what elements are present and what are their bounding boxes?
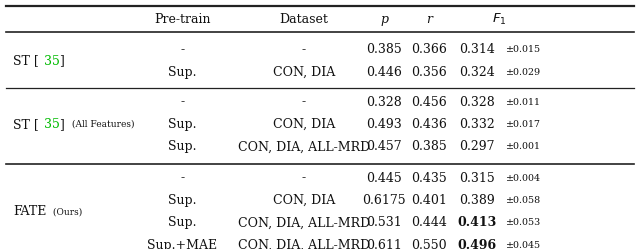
Text: (Ours): (Ours): [50, 207, 82, 216]
Text: CON, DIA: CON, DIA: [273, 194, 335, 207]
Text: 0.297: 0.297: [459, 140, 495, 153]
Text: 0.315: 0.315: [459, 172, 495, 185]
Text: CON, DIA, ALL-MRD: CON, DIA, ALL-MRD: [238, 216, 370, 229]
Text: 0.328: 0.328: [366, 96, 402, 109]
Text: 0.531: 0.531: [366, 216, 402, 229]
Text: 0.328: 0.328: [459, 96, 495, 109]
Text: 0.389: 0.389: [459, 194, 495, 207]
Text: ±0.004: ±0.004: [506, 174, 541, 183]
Text: ST [: ST [: [13, 55, 38, 67]
Text: ±0.001: ±0.001: [506, 142, 541, 151]
Text: 0.6175: 0.6175: [362, 194, 406, 207]
Text: 0.413: 0.413: [457, 216, 497, 229]
Text: CON, DIA: CON, DIA: [273, 118, 335, 131]
Text: ±0.029: ±0.029: [506, 68, 541, 77]
Text: -: -: [302, 96, 306, 109]
Text: 0.385: 0.385: [411, 140, 447, 153]
Text: 0.445: 0.445: [366, 172, 402, 185]
Text: CON, DIA, ALL-MRD: CON, DIA, ALL-MRD: [238, 239, 370, 249]
Text: 0.444: 0.444: [411, 216, 447, 229]
Text: ]: ]: [60, 55, 65, 67]
Text: -: -: [302, 43, 306, 56]
Text: 0.611: 0.611: [366, 239, 402, 249]
Text: 35: 35: [44, 118, 60, 131]
Text: 0.456: 0.456: [411, 96, 447, 109]
Text: Sup.: Sup.: [168, 140, 196, 153]
Text: 0.493: 0.493: [366, 118, 402, 131]
Text: Sup.: Sup.: [168, 194, 196, 207]
Text: CON, DIA: CON, DIA: [273, 66, 335, 79]
Text: 0.401: 0.401: [411, 194, 447, 207]
Text: -: -: [180, 43, 184, 56]
Text: 0.332: 0.332: [459, 118, 495, 131]
Text: ]: ]: [60, 118, 65, 131]
Text: 0.435: 0.435: [411, 172, 447, 185]
Text: 0.314: 0.314: [459, 43, 495, 56]
Text: Sup.: Sup.: [168, 216, 196, 229]
Text: 0.496: 0.496: [457, 239, 497, 249]
Text: 0.385: 0.385: [366, 43, 402, 56]
Text: Sup.: Sup.: [168, 66, 196, 79]
Text: p: p: [380, 13, 388, 26]
Text: CON, DIA, ALL-MRD: CON, DIA, ALL-MRD: [238, 140, 370, 153]
Text: 35: 35: [44, 55, 60, 67]
Text: -: -: [302, 172, 306, 185]
Text: (All Features): (All Features): [69, 120, 134, 129]
Text: ±0.058: ±0.058: [506, 196, 541, 205]
Text: ±0.045: ±0.045: [506, 241, 541, 249]
Text: ±0.017: ±0.017: [506, 120, 541, 129]
Text: ±0.053: ±0.053: [506, 218, 541, 227]
Text: 0.366: 0.366: [411, 43, 447, 56]
Text: ±0.015: ±0.015: [506, 45, 541, 54]
Text: ±0.011: ±0.011: [506, 98, 541, 107]
Text: 0.457: 0.457: [366, 140, 402, 153]
Text: $F_1$: $F_1$: [492, 12, 506, 27]
Text: 0.356: 0.356: [411, 66, 447, 79]
Text: Sup.+MAE: Sup.+MAE: [147, 239, 218, 249]
Text: Dataset: Dataset: [280, 13, 328, 26]
Text: ST [: ST [: [13, 118, 38, 131]
Text: r: r: [426, 13, 432, 26]
Text: 0.436: 0.436: [411, 118, 447, 131]
Text: FATE: FATE: [13, 205, 46, 218]
Text: 0.550: 0.550: [411, 239, 447, 249]
Text: -: -: [180, 172, 184, 185]
Text: Pre-train: Pre-train: [154, 13, 211, 26]
Text: 0.446: 0.446: [366, 66, 402, 79]
Text: -: -: [180, 96, 184, 109]
Text: Sup.: Sup.: [168, 118, 196, 131]
Text: 0.324: 0.324: [459, 66, 495, 79]
